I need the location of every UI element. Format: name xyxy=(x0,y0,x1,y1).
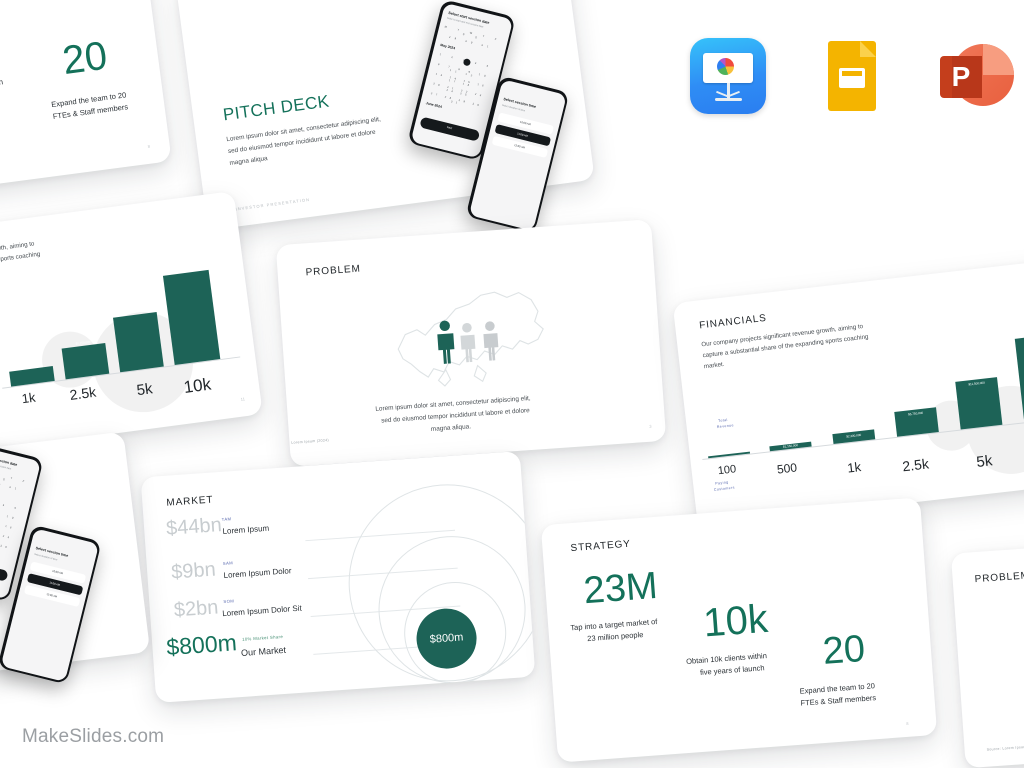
person-icon-highlighted xyxy=(433,319,458,369)
keynote-stand xyxy=(727,83,730,99)
market-tag-our: 10% Market Share xyxy=(241,633,284,642)
financials-left-chart: $2,300,000 $5,750,000 $11,500,000 $23,00… xyxy=(0,247,241,406)
date-picker-2-next-label: Next xyxy=(0,559,7,576)
slide-problem-right[interactable]: PROBLEM Source: Lorem Ipsum (2024) xyxy=(950,532,1024,768)
financials-right-title: FINANCIALS xyxy=(698,312,768,332)
apple-keynote-icon[interactable] xyxy=(690,38,766,114)
market-label-sam: Lorem Ipsum Dolor xyxy=(223,566,292,580)
problem-right-source: Source: Lorem Ipsum (2024) xyxy=(986,744,1024,752)
bar-2_5k-r-value: $5,750,000 xyxy=(907,410,924,417)
bar-500-value: $1,150,000 xyxy=(782,442,799,449)
strategy-stat-1-line1: Tap into a target market of xyxy=(570,616,658,633)
cat-2_5k: 2.5k xyxy=(68,383,98,403)
strategy-tl-stat-20: 20 xyxy=(59,33,110,84)
bar-10k-r-value: $23,000,000 xyxy=(1015,336,1024,345)
cat-1k: 1k xyxy=(20,389,37,407)
bar-10k-r[interactable]: $23,000,000 xyxy=(1014,333,1024,423)
date-picker-next-button[interactable]: Next xyxy=(418,115,480,142)
market-center-label: $800m xyxy=(429,631,464,646)
strategy-stat-2-line2: five years of launch xyxy=(699,663,765,677)
person-icon-grey-2 xyxy=(480,320,503,366)
slide-market[interactable]: MARKET $800m $44bn TAM Lorem Ipsum $9bn … xyxy=(140,451,536,703)
slides-window-bar xyxy=(842,71,862,76)
bar-1k-r-value: $2,300,000 xyxy=(846,432,862,439)
strategy-stat-1-value: 23M xyxy=(582,564,660,613)
ppt-letter: P xyxy=(951,61,971,92)
market-value-sam: $9bn xyxy=(170,558,217,584)
ppt-square-dark xyxy=(952,56,982,98)
pitch-deck-title: PITCH DECK xyxy=(221,91,331,125)
market-value-som: $2bn xyxy=(173,596,220,622)
bar-5k-value: $11,500,000 xyxy=(125,308,143,315)
financials-right-x-axis-line2: Customers xyxy=(713,485,736,492)
keynote-base xyxy=(715,98,742,101)
bar-2_5k-r[interactable]: $5,750,000 xyxy=(894,407,939,437)
financials-left-page-number: 11 xyxy=(240,396,246,402)
market-title: MARKET xyxy=(166,494,214,509)
strategy-tl-sub-line1: s within xyxy=(0,77,4,89)
market-tag-tam: TAM xyxy=(221,516,232,522)
market-value-tam: $44bn xyxy=(165,514,223,540)
market-label-tam: Lorem Ipsum xyxy=(222,523,270,536)
date-picker-2-next-button[interactable]: Next xyxy=(0,555,9,582)
keynote-pie-shape xyxy=(717,58,734,75)
calendar-2-week-1[interactable]: 1 2 3 4 5 xyxy=(0,495,22,511)
strategy-stat-3-value: 20 xyxy=(821,627,867,673)
microsoft-powerpoint-icon[interactable]: P xyxy=(938,38,1014,114)
market-tag-som: SOM xyxy=(223,598,235,605)
problem-center-source: Source: Lorem Ipsum (2024) xyxy=(275,438,330,446)
bar-2_5k[interactable]: $5,750,000 xyxy=(61,340,110,380)
slide-problem-center[interactable]: PROBLEM Lorem ipsum dolor sit amet, xyxy=(275,219,667,467)
strategy-stat-2-value: 10k xyxy=(701,596,770,646)
date-picker-month-1: May 2024 xyxy=(440,42,456,50)
cat-5k-r: 5k xyxy=(975,452,994,471)
cat-100: 100 xyxy=(717,463,737,478)
keynote-leg-right xyxy=(728,90,740,98)
bar-10k[interactable]: $23,000,000 xyxy=(162,267,221,366)
bar-2_5k-value: $5,750,000 xyxy=(75,339,91,346)
bar-5k-r[interactable]: $11,500,000 xyxy=(955,377,1003,430)
financials-right-x-axis-line1: Paying xyxy=(715,480,729,486)
person-icon-grey-1 xyxy=(457,322,480,368)
strategy-page-number: 8 xyxy=(906,720,909,726)
pitch-deck-body-line3: magna aliqua xyxy=(229,155,269,167)
problem-center-body-line3: magna aliqua. xyxy=(430,423,472,433)
slide-strategy[interactable]: STRATEGY 23M Tap into a target market of… xyxy=(540,497,938,763)
strategy-tl-page-number: 8 xyxy=(147,143,151,149)
strategy-stat-1-line2: 23 million people xyxy=(586,630,644,644)
cat-10k: 10k xyxy=(182,374,213,397)
market-tag-sam: SAM xyxy=(222,560,234,566)
bar-1k[interactable]: $2,300,000 xyxy=(9,363,55,387)
date-picker-month-2: June 2024 xyxy=(425,100,443,109)
strategy-title: STRATEGY xyxy=(570,538,632,555)
problem-center-page-number: 3 xyxy=(649,423,652,429)
bar-10k-value: $23,000,000 xyxy=(176,266,194,273)
map-outline-graphic xyxy=(397,291,544,387)
cat-500: 500 xyxy=(776,460,798,477)
slide-strategy-top-left[interactable]: k s within nch 20 Expand the team to 20 … xyxy=(0,0,172,202)
app-icon-row: P xyxy=(690,38,1014,114)
cat-2_5k-r: 2.5k xyxy=(901,455,930,475)
pitch-deck-footer: INVESTOR PRESENTATION xyxy=(235,196,311,212)
bar-5k-r-value: $11,500,000 xyxy=(968,380,985,387)
slide-financials-right[interactable]: FINANCIALS Our company projects signific… xyxy=(672,258,1024,527)
google-slides-icon[interactable] xyxy=(814,38,890,114)
problem-right-title: PROBLEM xyxy=(974,570,1024,586)
market-label-som: Lorem Ipsum Dolor Sit xyxy=(221,603,302,619)
problem-center-title: PROBLEM xyxy=(305,263,362,279)
ppt-circle-highlight xyxy=(983,44,1014,75)
cat-1k-r: 1k xyxy=(846,459,862,476)
date-picker-next-label: Next xyxy=(446,126,453,131)
cat-5k: 5k xyxy=(135,380,154,400)
site-watermark: MakeSlides.com xyxy=(22,726,165,747)
market-value-our: $800m xyxy=(165,629,238,661)
strategy-tl-stat-partial: k xyxy=(0,17,1,67)
bar-1k-value: $2,300,000 xyxy=(22,362,39,369)
market-label-our: Our Market xyxy=(240,644,287,658)
slide-financials-left[interactable]: ue growth, aiming to nding sports coachi… xyxy=(0,190,263,471)
bar-5k[interactable]: $11,500,000 xyxy=(112,309,164,373)
